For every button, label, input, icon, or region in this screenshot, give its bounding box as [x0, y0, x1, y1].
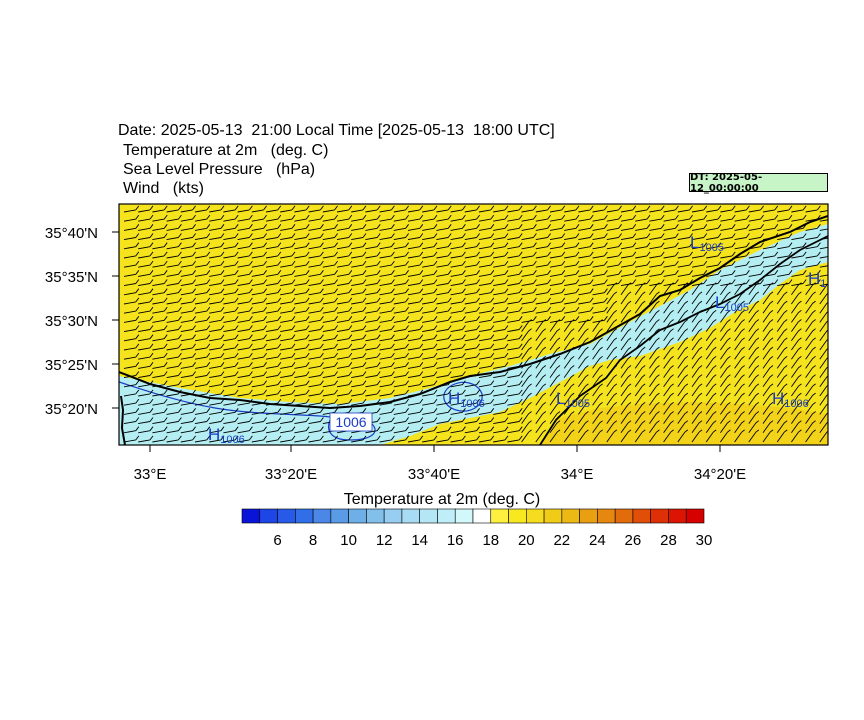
pressure-letter: L	[556, 389, 565, 408]
map-frame	[118, 203, 829, 446]
colorbar-swatch	[383, 508, 403, 524]
pressure-letter: H	[208, 425, 220, 444]
svg-text:H1006: H1006	[208, 425, 245, 446]
colorbar-title-text: Temperature at 2m (deg. C)	[343, 491, 541, 508]
pressure-value: 1006	[460, 398, 484, 410]
pressure-letter: H	[772, 389, 784, 408]
colorbar-swatch	[454, 508, 474, 524]
isobar-1006-east	[443, 381, 483, 412]
colorbar-swatch	[508, 508, 527, 524]
colorbar-tick-label: 6	[273, 532, 281, 549]
colorbar-tick-label: 14	[411, 532, 428, 549]
colorbar-swatch	[543, 508, 563, 524]
colorbar-swatch	[312, 508, 332, 524]
variable-wind: Wind (kts)	[123, 180, 204, 197]
colorbar-swatch	[632, 508, 651, 524]
colorbar-swatch	[597, 508, 616, 524]
coastline	[119, 215, 828, 410]
lat-label: 35°20'N	[45, 401, 98, 418]
colorbar-swatch	[472, 508, 492, 524]
pressure-labels: L1005 H1 L1005 H1006 L1005 H1006 H1006 1…	[208, 233, 826, 446]
colorbar-tick-label: 20	[518, 532, 535, 549]
colorbar-swatch	[241, 508, 261, 524]
lon-label: 34°20'E	[694, 466, 746, 483]
pressure-value: 1006	[784, 398, 808, 410]
colorbar-swatch	[295, 508, 314, 524]
isobar-label-box	[329, 412, 373, 432]
pressure-value: 1005	[565, 398, 589, 410]
lat-label: 35°35'N	[45, 269, 98, 286]
lon-label: 33°20'E	[265, 466, 317, 483]
lon-axis: 33°E 33°20'E 33°40'E 34°E 34°20'E	[134, 445, 746, 483]
lat-label: 35°25'N	[45, 357, 98, 374]
colorbar-swatch	[650, 508, 669, 524]
pressure-value: 1	[820, 278, 826, 290]
colorbar-tick-label: 10	[340, 532, 357, 549]
svg-text:L1005: L1005	[556, 389, 590, 410]
colorbar-title: Temperature at 2m (deg. C)	[0, 491, 864, 509]
pressure-letter: H	[808, 269, 820, 288]
colorbar-tick-label: 22	[553, 532, 570, 549]
svg-text:L1005: L1005	[715, 293, 749, 314]
colorbar-swatch	[419, 508, 438, 524]
colorbar-tick-label: 12	[376, 532, 393, 549]
colorbar-tick-label: 18	[482, 532, 499, 549]
coastline-west	[120, 395, 126, 445]
map-panel	[119, 204, 828, 445]
isobar-label: 1006	[335, 414, 366, 430]
dt-label: DT: 2025-05-12_00:00:00	[689, 172, 828, 194]
colorbar-swatch	[579, 508, 598, 524]
variable-temperature: Temperature at 2m (deg. C)	[123, 142, 329, 159]
wind-barb-set	[123, 205, 828, 443]
colorbar-tick-label: 24	[589, 532, 606, 549]
lon-label: 34°E	[561, 466, 594, 483]
svg-text:H1006: H1006	[772, 389, 809, 410]
colorbar-tick-label: 30	[696, 532, 713, 549]
pressure-letter: H	[448, 389, 460, 408]
lat-axis: 35°40'N 35°35'N 35°30'N 35°25'N 35°20'N	[45, 225, 119, 418]
colorbar-ticks: 6 8 10 12 14 16 18 20 22 24 26 28 30	[273, 532, 712, 549]
pressure-letter: L	[690, 233, 699, 252]
cool-fill	[119, 224, 828, 445]
colorbar-swatch	[401, 508, 420, 524]
colorbar-swatch	[330, 508, 349, 524]
date-line: Date: 2025-05-13 21:00 Local Time [2025-…	[118, 122, 555, 139]
lat-label: 35°40'N	[45, 225, 98, 242]
colorbar-tick-label: 8	[309, 532, 317, 549]
colorbar-swatch	[526, 508, 545, 524]
colorbar-swatch	[614, 508, 634, 524]
variable-pressure: Sea Level Pressure (hPa)	[123, 161, 316, 178]
colorbar-swatch	[277, 508, 296, 524]
lon-label: 33°E	[134, 466, 167, 483]
colorbar-swatch	[561, 508, 580, 524]
colorbar	[241, 508, 705, 524]
colorbar-tick-label: 26	[625, 532, 642, 549]
colorbar-tick-label: 16	[447, 532, 464, 549]
wind-barbs	[123, 205, 828, 443]
colorbar-swatch	[437, 508, 456, 524]
pressure-value: 1005	[724, 302, 748, 314]
colorbar-swatch	[259, 508, 278, 524]
pressure-value: 1005	[699, 242, 723, 254]
border-line	[539, 235, 828, 445]
colorbar-tick-label: 28	[660, 532, 677, 549]
lon-label: 33°40'E	[408, 466, 460, 483]
svg-text:L1005: L1005	[690, 233, 724, 254]
colorbar-swatch	[490, 508, 509, 524]
lat-label: 35°30'N	[45, 313, 98, 330]
colorbar-swatch	[366, 508, 385, 524]
svg-text:H1: H1	[808, 269, 826, 290]
colorbar-swatch	[348, 508, 367, 524]
pressure-value: 1006	[220, 434, 244, 446]
svg-text:H1006: H1006	[448, 389, 485, 410]
colorbar-swatch	[668, 508, 687, 524]
pressure-letter: L	[715, 293, 724, 312]
colorbar-swatch	[685, 508, 705, 524]
